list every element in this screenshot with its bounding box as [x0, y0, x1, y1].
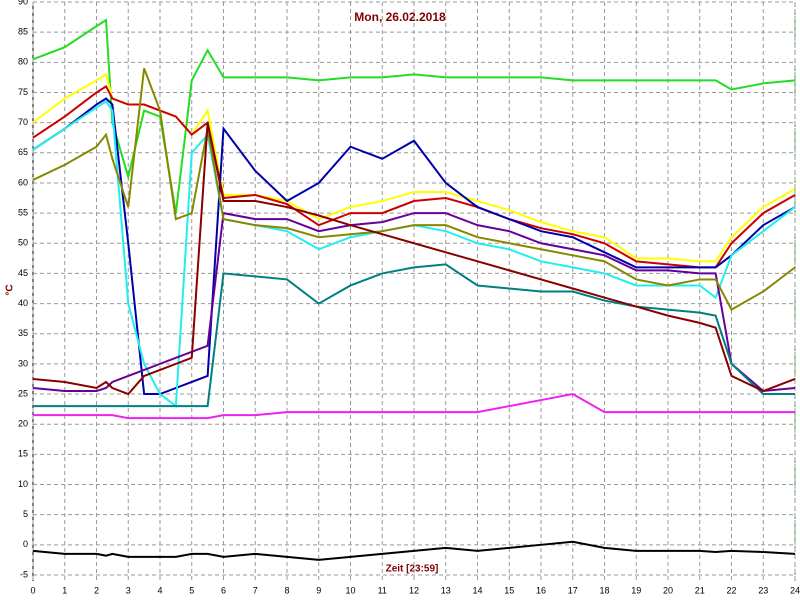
y-tick-label: 90	[18, 0, 28, 6]
x-tick-label: 1	[62, 585, 67, 595]
x-axis-label: Zeit [23:59]	[386, 564, 439, 575]
y-tick-label: 70	[18, 117, 28, 127]
x-tick-label: 13	[441, 585, 451, 595]
x-tick-label: 3	[126, 585, 131, 595]
x-tick-label: 6	[221, 585, 226, 595]
x-tick-label: 0	[30, 585, 35, 595]
series-line	[32, 18, 796, 214]
x-tick-label: 8	[284, 585, 289, 595]
x-tick-label: 12	[409, 585, 419, 595]
x-tick-label: 19	[631, 585, 641, 595]
x-tick-label: 23	[758, 585, 768, 595]
series-line	[32, 122, 796, 396]
y-tick-label: 55	[18, 207, 28, 217]
x-tick-label: 20	[663, 585, 673, 595]
y-tick-label: 25	[18, 388, 28, 398]
y-tick-label: 75	[18, 87, 28, 97]
chart-title: Mon, 26.02.2018	[354, 10, 446, 24]
y-tick-label: -5	[20, 569, 28, 579]
x-tick-label: 15	[504, 585, 514, 595]
y-tick-label: 60	[18, 177, 28, 187]
series-line	[33, 392, 795, 420]
y-tick-label: 0	[23, 539, 28, 549]
x-tick-label: 24	[790, 585, 800, 595]
y-tick-label: 35	[18, 328, 28, 338]
series-line	[32, 67, 796, 311]
y-tick-label: 30	[18, 358, 28, 368]
y-tick-label: 10	[18, 479, 28, 489]
y-tick-label: 15	[18, 449, 28, 459]
x-tick-label: 10	[345, 585, 355, 595]
series-line	[32, 85, 796, 269]
y-tick-label: 65	[18, 147, 28, 157]
x-tick-label: 17	[568, 585, 578, 595]
x-tick-label: 22	[726, 585, 736, 595]
y-tick-label: 20	[18, 419, 28, 429]
x-tick-label: 2	[94, 585, 99, 595]
x-tick-label: 9	[316, 585, 321, 595]
x-tick-label: 18	[599, 585, 609, 595]
x-tick-label: 4	[157, 585, 162, 595]
x-tick-label: 11	[378, 585, 387, 595]
x-tick-label: 16	[536, 585, 546, 595]
y-axis-label: °C	[5, 284, 16, 295]
x-tick-label: 7	[253, 585, 258, 595]
y-tick-label: 45	[18, 268, 28, 278]
y-tick-label: 50	[18, 238, 28, 248]
y-tick-label: 40	[18, 298, 28, 308]
y-tick-label: 80	[18, 57, 28, 67]
x-tick-label: 21	[695, 585, 705, 595]
x-tick-label: 5	[189, 585, 194, 595]
series-line	[32, 540, 796, 561]
series-line	[33, 263, 795, 408]
x-tick-label: 14	[472, 585, 482, 595]
series-line	[32, 97, 796, 396]
y-tick-label: 5	[23, 509, 28, 519]
y-tick-label: 85	[18, 27, 28, 37]
